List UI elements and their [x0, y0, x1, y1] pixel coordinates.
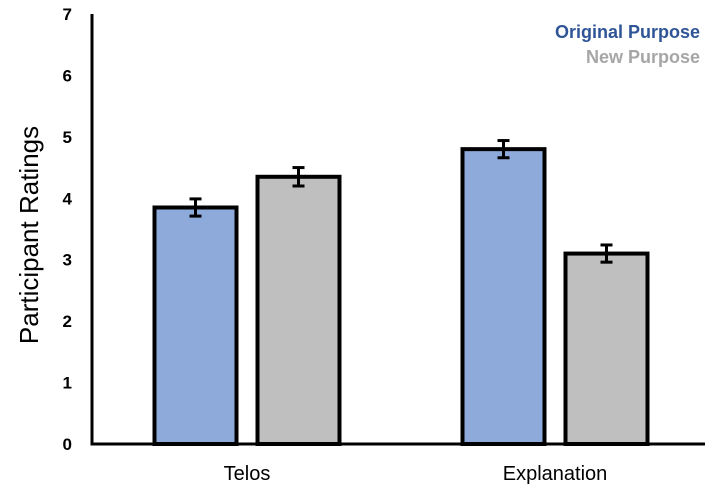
y-tick-label: 6 [63, 66, 72, 85]
x-tick-label: Telos [224, 463, 271, 485]
x-tick-label: Explanation [503, 463, 608, 485]
y-tick-label: 7 [63, 5, 72, 24]
bar-new-purpose [255, 174, 342, 447]
bar-original-purpose [460, 147, 547, 446]
legend-entry: New Purpose [586, 47, 700, 67]
y-tick-label: 2 [63, 312, 72, 331]
legend: Original Purpose New Purpose [555, 22, 700, 67]
y-axis-title: Participant Ratings [14, 126, 44, 344]
bar-new-purpose [563, 251, 650, 446]
y-tick-label: 1 [63, 374, 72, 393]
y-tick-label: 4 [63, 189, 73, 208]
labels: 0 1 2 3 4 5 6 7 Participant Ratings Telos Explanat… [14, 5, 607, 485]
y-tick-label: 5 [63, 128, 72, 147]
bar-original-purpose [152, 205, 239, 446]
legend-entry: Original Purpose [555, 22, 700, 42]
y-tick-label: 3 [63, 251, 72, 270]
bars [152, 139, 650, 447]
y-tick-label: 0 [63, 435, 72, 454]
